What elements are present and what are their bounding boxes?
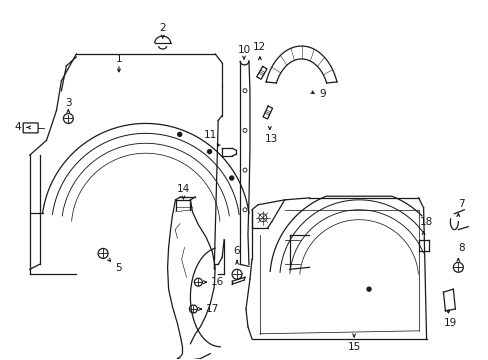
- Text: 13: 13: [264, 134, 278, 144]
- Text: 8: 8: [457, 243, 464, 253]
- Text: 2: 2: [159, 23, 165, 33]
- Circle shape: [366, 287, 370, 291]
- Text: 7: 7: [457, 199, 464, 209]
- Text: 1: 1: [116, 54, 122, 64]
- Text: 9: 9: [319, 89, 325, 99]
- Text: 10: 10: [237, 45, 250, 55]
- Text: 14: 14: [177, 184, 190, 194]
- Circle shape: [177, 132, 182, 136]
- Text: 5: 5: [116, 263, 122, 273]
- Text: 12: 12: [253, 42, 266, 52]
- Text: 15: 15: [347, 342, 360, 352]
- Circle shape: [207, 150, 211, 154]
- Text: 18: 18: [419, 217, 432, 227]
- Text: 11: 11: [203, 130, 217, 140]
- Text: 17: 17: [205, 304, 219, 314]
- Circle shape: [229, 176, 233, 180]
- Text: 6: 6: [233, 247, 240, 256]
- Text: 16: 16: [210, 277, 224, 287]
- Text: 3: 3: [65, 98, 72, 108]
- Text: 19: 19: [443, 318, 456, 328]
- Text: 4: 4: [15, 122, 21, 132]
